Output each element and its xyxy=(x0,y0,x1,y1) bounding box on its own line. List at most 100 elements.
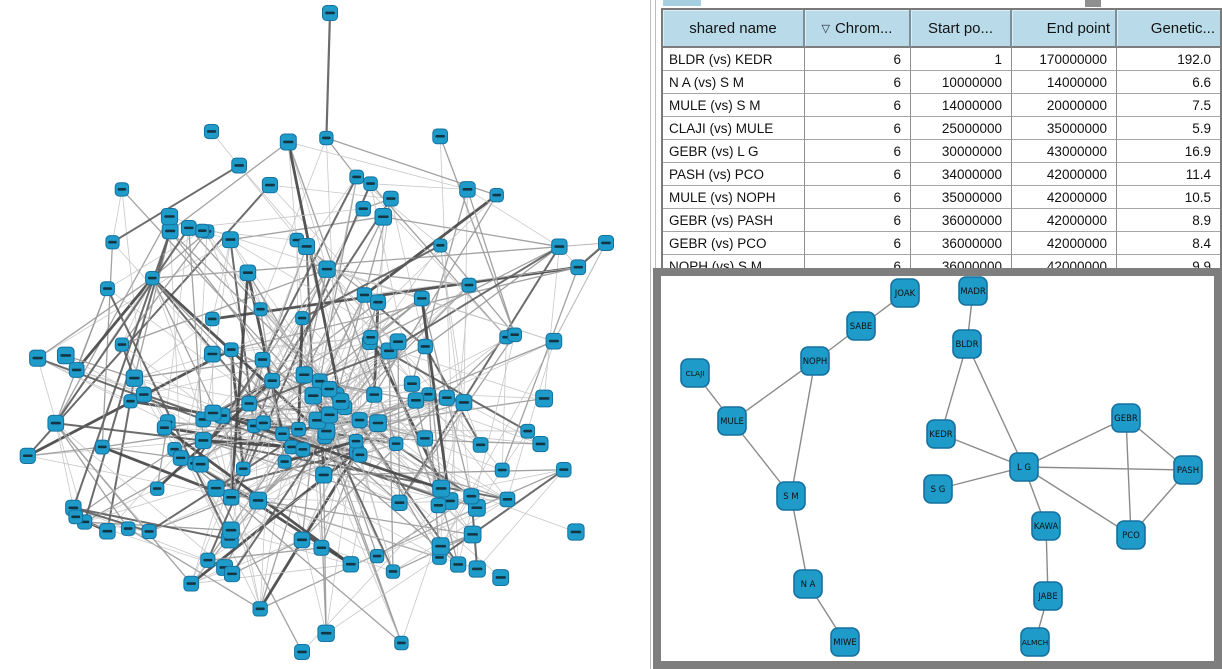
network-node[interactable] xyxy=(160,208,179,226)
network-edge[interactable] xyxy=(55,422,233,575)
network-node[interactable] xyxy=(203,123,220,140)
network-node[interactable] xyxy=(156,420,173,436)
network-edge[interactable] xyxy=(282,318,303,434)
network-edge[interactable] xyxy=(107,230,203,290)
table-row[interactable]: GEBR (vs) PASH 6 36000000 42000000 8.9 xyxy=(663,209,1220,232)
network-node[interactable] xyxy=(349,169,365,185)
network-edge[interactable] xyxy=(151,231,208,279)
network-edge[interactable] xyxy=(212,265,579,321)
subnetwork-node[interactable]: SABE xyxy=(846,311,876,341)
network-node[interactable] xyxy=(463,488,480,505)
network-node[interactable] xyxy=(321,381,338,398)
network-edge[interactable] xyxy=(55,422,192,585)
table-row[interactable]: BLDR (vs) KEDR 6 1 170000000 192.0 xyxy=(663,48,1220,71)
network-edge[interactable] xyxy=(212,298,423,414)
network-node[interactable] xyxy=(468,560,486,578)
network-node[interactable] xyxy=(261,177,279,194)
network-edge[interactable] xyxy=(261,176,358,361)
network-node[interactable] xyxy=(472,437,489,453)
subnetwork-node[interactable]: N A xyxy=(793,569,823,599)
network-edge[interactable] xyxy=(148,440,357,532)
network-edge[interactable] xyxy=(188,227,204,441)
network-node[interactable] xyxy=(438,389,455,406)
network-node[interactable] xyxy=(68,362,85,378)
network-edge[interactable] xyxy=(388,245,560,352)
network-edge[interactable] xyxy=(230,380,274,498)
network-node[interactable] xyxy=(123,394,138,409)
network-edge[interactable] xyxy=(106,288,231,540)
network-edge[interactable] xyxy=(501,267,579,471)
table-cell[interactable]: MULE (vs) NOPH xyxy=(663,186,805,209)
table-cell[interactable]: 34000000 xyxy=(911,163,1012,186)
network-edge[interactable] xyxy=(73,506,150,533)
network-node[interactable] xyxy=(241,395,257,412)
network-edge[interactable] xyxy=(439,245,472,497)
subnetwork-node[interactable]: GEBR xyxy=(1111,403,1141,433)
scrollbar-fragment[interactable] xyxy=(663,0,701,6)
network-node[interactable] xyxy=(394,635,409,651)
network-node[interactable] xyxy=(520,423,536,439)
network-edge[interactable] xyxy=(424,246,560,348)
network-node[interactable] xyxy=(431,537,450,556)
network-node[interactable] xyxy=(369,548,385,564)
table-row[interactable]: PASH (vs) PCO 6 34000000 42000000 11.4 xyxy=(663,163,1220,186)
subnetwork-edge[interactable] xyxy=(1125,417,1132,536)
subnetwork-node[interactable]: CLAJI xyxy=(680,358,710,388)
network-node[interactable] xyxy=(421,387,436,402)
network-node[interactable] xyxy=(351,412,368,429)
network-edge[interactable] xyxy=(262,246,307,360)
network-edge[interactable] xyxy=(121,344,214,414)
subnetwork-node[interactable]: MADR xyxy=(958,276,988,306)
table-cell[interactable]: GEBR (vs) PASH xyxy=(663,209,805,232)
network-edge[interactable] xyxy=(438,468,565,559)
network-edge[interactable] xyxy=(112,189,123,243)
table-cell[interactable]: 6 xyxy=(805,163,911,186)
network-node[interactable] xyxy=(389,333,407,351)
network-edge[interactable] xyxy=(191,563,351,585)
network-edge[interactable] xyxy=(291,294,366,448)
network-edge[interactable] xyxy=(230,381,321,531)
subnetwork-node[interactable]: JOAK xyxy=(890,278,920,308)
table-cell[interactable]: 6 xyxy=(805,71,911,94)
network-edge[interactable] xyxy=(206,231,293,448)
network-edge[interactable] xyxy=(326,268,470,286)
network-edge[interactable] xyxy=(439,245,465,403)
network-node[interactable] xyxy=(149,481,165,496)
network-edge[interactable] xyxy=(316,420,394,572)
network-node[interactable] xyxy=(194,432,212,450)
subnetwork-node[interactable]: NOPH xyxy=(800,346,830,376)
network-node[interactable] xyxy=(463,525,482,544)
network-node[interactable] xyxy=(556,461,572,478)
network-node[interactable] xyxy=(322,5,338,21)
network-node[interactable] xyxy=(532,435,549,453)
network-edge[interactable] xyxy=(363,294,440,506)
network-node[interactable] xyxy=(492,569,510,586)
network-node[interactable] xyxy=(255,415,271,431)
network-edge[interactable] xyxy=(373,194,498,396)
network-node[interactable] xyxy=(100,281,115,297)
network-node[interactable] xyxy=(204,404,222,422)
column-header[interactable]: shared name xyxy=(663,10,805,48)
network-edge[interactable] xyxy=(231,436,326,575)
table-cell[interactable]: 42000000 xyxy=(1012,186,1117,209)
network-node[interactable] xyxy=(125,369,144,387)
network-edge[interactable] xyxy=(212,337,371,355)
network-edge[interactable] xyxy=(398,334,516,504)
network-edge[interactable] xyxy=(211,131,508,500)
network-node[interactable] xyxy=(391,494,408,511)
table-cell[interactable]: 35000000 xyxy=(1012,117,1117,140)
network-edge[interactable] xyxy=(316,420,327,634)
subnetwork-edge[interactable] xyxy=(1023,466,1189,471)
network-edge[interactable] xyxy=(238,165,503,471)
table-cell[interactable]: 20000000 xyxy=(1012,94,1117,117)
table-cell[interactable]: 8.9 xyxy=(1117,209,1220,232)
network-node[interactable] xyxy=(298,238,316,256)
network-edge[interactable] xyxy=(370,183,507,338)
network-edge[interactable] xyxy=(370,183,468,190)
network-edge[interactable] xyxy=(359,340,555,421)
table-cell[interactable]: 35000000 xyxy=(911,186,1012,209)
network-node[interactable] xyxy=(264,372,281,389)
network-node[interactable] xyxy=(47,414,65,432)
network-edge[interactable] xyxy=(501,337,507,471)
network-edge[interactable] xyxy=(286,141,343,402)
